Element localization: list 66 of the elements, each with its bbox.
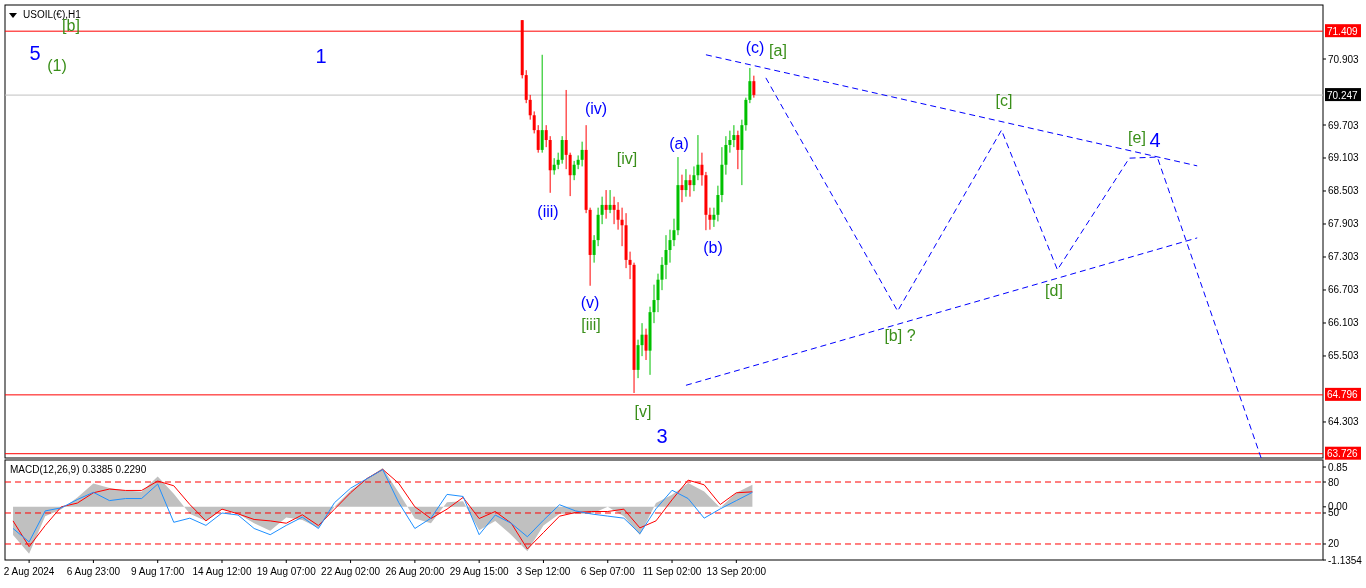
candlestick xyxy=(536,124,540,154)
candlestick xyxy=(604,189,608,220)
annotation: (a) xyxy=(669,134,689,152)
annotation: (1) xyxy=(47,56,67,74)
annotation: (iii) xyxy=(537,202,559,220)
candlestick xyxy=(608,189,612,214)
annotation: [c] xyxy=(995,91,1013,109)
candlestick xyxy=(680,174,684,203)
annotation: 4 xyxy=(1149,129,1161,151)
candlestick xyxy=(560,135,564,165)
annotation: [b] ? xyxy=(884,326,916,344)
annotation: (iv) xyxy=(584,99,608,117)
candlestick xyxy=(688,174,692,198)
candlestick xyxy=(644,328,648,361)
y-tick-label: 67.303 xyxy=(1328,251,1360,263)
y-tick-label: 70.903 xyxy=(1328,53,1360,65)
annotation: [iv] xyxy=(616,149,638,167)
y-tick-label: 67.903 xyxy=(1328,218,1360,230)
y-tick-label: -1.1354 xyxy=(1328,554,1363,566)
x-tick-label: 3 Sep 12:00 xyxy=(516,566,571,577)
annotation: [a] xyxy=(769,41,787,59)
candlestick xyxy=(528,94,532,121)
candlestick xyxy=(532,110,536,134)
annotation: (b) xyxy=(703,238,723,256)
candlestick xyxy=(692,165,696,192)
x-tick-label: 13 Sep 20:00 xyxy=(706,566,767,577)
x-tick-label: 6 Sep 07:00 xyxy=(580,566,636,577)
x-tick-label: 19 Aug 07:00 xyxy=(256,566,317,577)
y-tick-label: 69.703 xyxy=(1328,119,1360,131)
x-tick-label: 2 Aug 2024 xyxy=(3,566,55,577)
y-tick-label: 66.103 xyxy=(1328,317,1360,329)
x-tick-label: 14 Aug 12:00 xyxy=(192,566,252,577)
candlestick xyxy=(540,54,544,154)
chart-title: MACD(12,26,9) 0.3385 0.2290 xyxy=(10,464,147,475)
ref-line-label: 70.247 xyxy=(1327,89,1359,101)
ref-line-label: 63.726 xyxy=(1327,448,1359,460)
annotation: [d] xyxy=(1045,281,1063,299)
annotation: [iii] xyxy=(581,315,601,333)
x-tick-label: 22 Aug 02:00 xyxy=(321,566,381,577)
annotation: (c) xyxy=(745,38,765,56)
x-tick-label: 11 Sep 02:00 xyxy=(642,566,702,577)
annotation: 3 xyxy=(656,425,668,447)
y-tick-label: 65.503 xyxy=(1328,350,1360,362)
candlestick xyxy=(684,168,688,198)
candlestick xyxy=(736,130,740,170)
annotation: 1 xyxy=(315,45,327,67)
annotation: 5 xyxy=(29,42,41,64)
y-tick-label: 0.85 xyxy=(1328,461,1348,473)
y-tick-label: 66.703 xyxy=(1328,284,1360,296)
x-tick-label: 9 Aug 17:00 xyxy=(131,566,185,577)
x-tick-label: 29 Aug 15:00 xyxy=(449,566,510,577)
ref-line-label: 64.796 xyxy=(1327,389,1359,401)
y-tick-label: 68.503 xyxy=(1328,185,1360,197)
annotation: [e] xyxy=(1128,128,1146,146)
candlestick xyxy=(580,141,584,167)
y2-tick-label: 80 xyxy=(1328,476,1340,488)
x-tick-label: 26 Aug 20:00 xyxy=(385,566,445,577)
y-tick-label: 64.303 xyxy=(1328,416,1360,428)
y-tick-label: 69.103 xyxy=(1328,152,1360,164)
x-tick-label: 6 Aug 23:00 xyxy=(66,566,121,577)
annotation: [v] xyxy=(634,402,652,420)
candlestick xyxy=(752,75,756,99)
ref-line-label: 71.409 xyxy=(1327,25,1359,37)
y2-tick-label: 20 xyxy=(1328,538,1340,550)
candlestick xyxy=(544,124,548,148)
annotation: (v) xyxy=(580,293,600,311)
